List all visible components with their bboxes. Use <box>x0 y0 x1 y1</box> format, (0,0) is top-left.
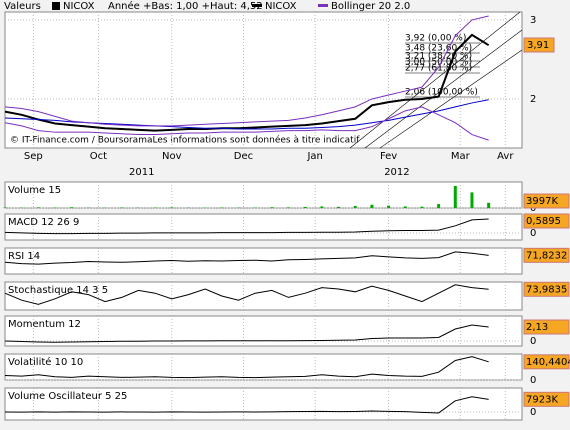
indicator-line <box>4 356 489 379</box>
value-box <box>523 247 570 263</box>
trend-line <box>364 29 523 149</box>
current-value: 71,8232 <box>526 250 567 261</box>
current-value: 0,5895 <box>526 216 561 227</box>
header-range: Année +Bas: 1,00 +Haut: 4,52 <box>108 0 263 12</box>
bar <box>270 207 274 208</box>
current-value: 2,13 <box>526 322 548 333</box>
bar <box>320 206 324 208</box>
price-line <box>4 15 489 127</box>
panel-title: Volatilité 10 10 <box>8 356 83 368</box>
x-tick-label: Fev <box>380 151 397 162</box>
current-value: 73,9835 <box>526 284 567 295</box>
bar <box>287 207 291 208</box>
bar <box>70 207 74 208</box>
panel-title: MACD 12 26 9 <box>8 217 79 228</box>
panel-title: Volume 15 <box>8 185 61 196</box>
bar <box>353 206 357 208</box>
y-tick-label: 3 <box>530 15 536 26</box>
bar <box>370 204 374 208</box>
bar <box>170 207 174 208</box>
copyright: © IT-Finance.com / BoursoramaLes informa… <box>10 135 360 146</box>
y-tick-label: 0 <box>530 228 536 239</box>
panel-plot <box>4 387 523 421</box>
fib-label: 2,77 (61,80 %) <box>405 64 472 74</box>
legend-label: Bollinger 20 2.0 <box>331 1 410 12</box>
indicator-line <box>4 324 489 343</box>
y-tick-label: 2 <box>530 94 536 105</box>
fib-label: 2,06 (100,00 %) <box>405 88 478 98</box>
y-tick-label: 0 <box>530 336 536 347</box>
header-symbol: NICOX <box>63 1 95 12</box>
legend-swatch <box>318 4 328 7</box>
fib-label: 3,92 (0,00 %) <box>405 34 466 44</box>
panel-title: Volume Oscillateur 5 25 <box>8 391 127 402</box>
bar <box>120 207 124 208</box>
value-box <box>523 319 570 335</box>
y-tick-label: 0 <box>530 407 536 418</box>
x-tick-label: Oct <box>90 151 107 162</box>
bar <box>337 206 341 208</box>
x-tick-label: Jan <box>306 151 322 162</box>
bar <box>487 202 491 208</box>
value-box <box>523 391 570 407</box>
bar <box>453 185 457 208</box>
indicator-line <box>4 284 489 305</box>
current-value: 3997K <box>526 196 558 207</box>
x-tick-label: Nov <box>162 151 182 162</box>
y-tick-label: 0 <box>530 375 536 386</box>
current-value: 3,91 <box>527 40 549 51</box>
current-value: 7923K <box>526 394 558 405</box>
bar <box>437 204 441 208</box>
fib-label: 3,00 (50,00 %) <box>405 58 472 68</box>
price-plot <box>4 11 523 149</box>
year-label: 2011 <box>129 167 154 178</box>
panel-plot <box>4 213 523 241</box>
indicator-line <box>4 396 489 414</box>
fib-label: 3,21 (38,20 %) <box>405 52 472 62</box>
indicator-line <box>4 218 489 235</box>
panel-title: RSI 14 <box>8 251 40 262</box>
x-tick-label: Sep <box>24 151 43 162</box>
header-label: Valeurs <box>4 1 41 12</box>
panel-title: Momentum 12 <box>8 319 81 330</box>
current-value: 140,4404 <box>526 357 570 368</box>
bar <box>3 207 7 208</box>
x-tick-label: Dec <box>234 151 253 162</box>
bar <box>420 206 424 208</box>
panel-plot <box>4 181 523 209</box>
bar <box>303 206 307 208</box>
indicator-line <box>4 251 489 265</box>
x-tick-label: Avr <box>497 151 514 162</box>
price-line <box>4 106 489 141</box>
trend-line <box>379 49 523 149</box>
value-box <box>523 213 570 229</box>
value-box <box>523 281 570 297</box>
fib-label: 3,48 (23,60 %) <box>405 44 472 54</box>
legend-label: NICOX <box>265 1 297 12</box>
trend-line <box>349 11 521 149</box>
price-line <box>4 33 490 132</box>
value-box <box>523 354 570 370</box>
bar <box>403 206 407 208</box>
value-box <box>523 37 555 53</box>
panel-title: Stochastique 14 3 5 <box>8 285 108 296</box>
legend-swatch <box>52 2 60 10</box>
bar <box>387 205 391 208</box>
legend-swatch <box>252 4 262 7</box>
bar <box>470 192 474 208</box>
bar <box>220 207 224 208</box>
value-box <box>523 193 570 209</box>
bar <box>36 207 40 208</box>
x-tick-label: Mar <box>451 151 471 162</box>
year-label: 2012 <box>384 167 409 178</box>
